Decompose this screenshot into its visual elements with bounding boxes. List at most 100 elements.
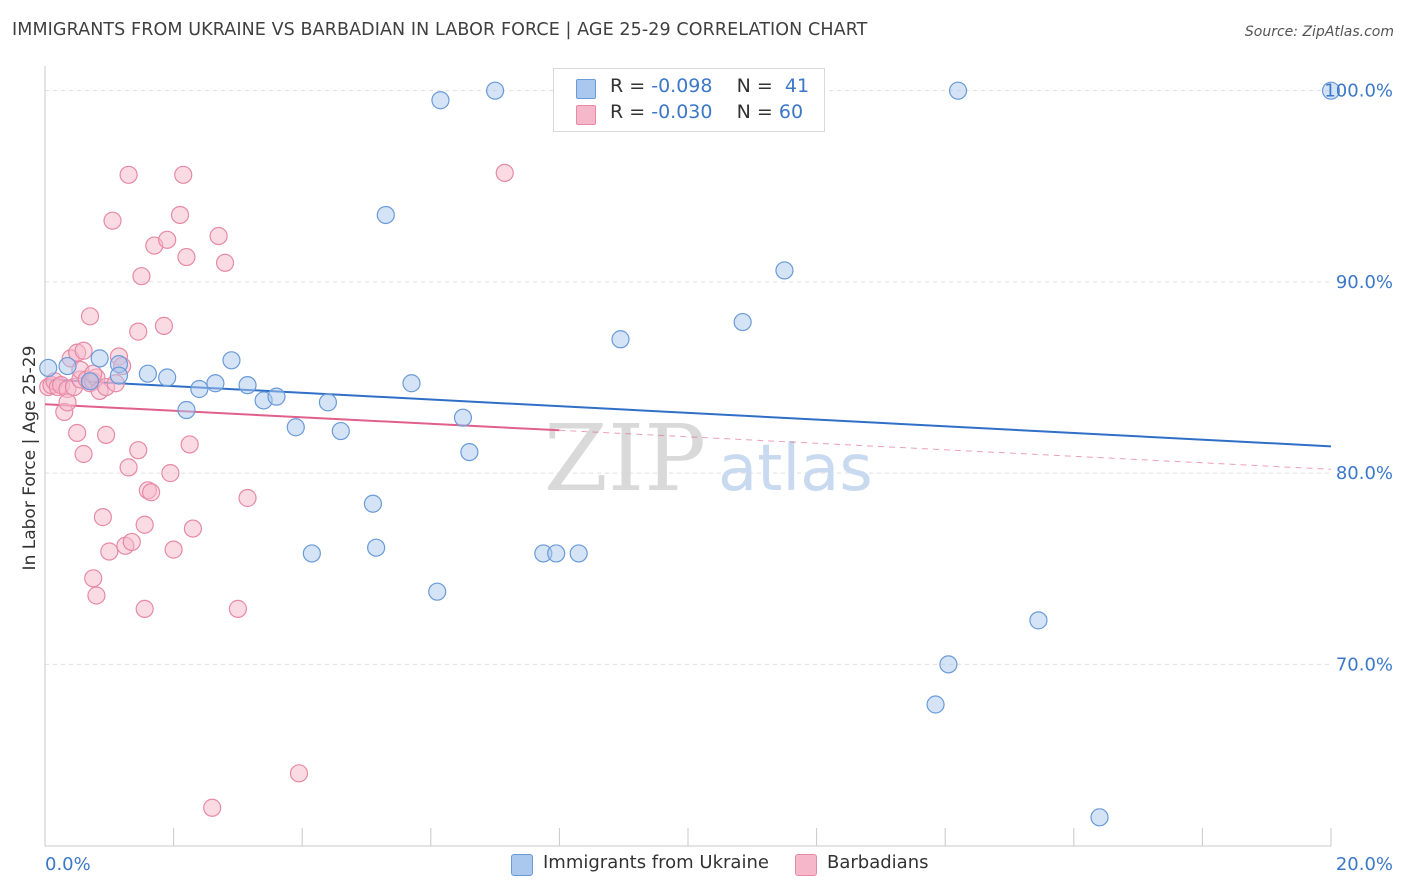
data-point-blue	[302, 544, 321, 563]
data-point-pink	[58, 393, 77, 412]
y-tick-label: 90.0%	[1336, 272, 1393, 293]
data-point-blue	[547, 544, 566, 563]
data-point-pink	[180, 435, 199, 454]
legend-r-label: R =	[610, 101, 646, 123]
data-point-pink	[161, 464, 180, 483]
data-point-pink	[289, 764, 309, 783]
data-point-pink	[174, 165, 193, 184]
watermark: ZIP atlas	[544, 405, 873, 512]
legend-label: Barbadians	[827, 852, 929, 873]
data-point-pink	[100, 542, 119, 561]
data-point-pink	[183, 519, 202, 538]
data-point-blue	[177, 400, 196, 420]
data-point-pink	[74, 341, 93, 360]
data-point-blue	[158, 368, 177, 387]
data-point-pink	[215, 253, 235, 272]
legend-r-label: R =	[610, 75, 646, 97]
legend-swatch-blue	[576, 79, 596, 99]
data-point-pink	[74, 444, 93, 464]
legend-label: Immigrants from Ukraine	[543, 852, 769, 873]
legend-r-value: -0.030	[651, 101, 713, 123]
data-point-pink	[177, 247, 196, 267]
data-point-blue	[367, 538, 386, 557]
chart-title: IMMIGRANTS FROM UKRAINE VS BARBADIAN IN …	[12, 20, 868, 40]
data-point-blue	[1090, 808, 1109, 827]
data-point-pink	[141, 483, 161, 502]
data-point-pink	[129, 322, 148, 341]
data-point-pink	[122, 532, 141, 552]
grid-lines	[45, 90, 1331, 665]
data-point-blue	[948, 81, 968, 100]
data-point-blue	[376, 205, 395, 225]
data-point-blue	[775, 261, 794, 280]
data-point-blue	[428, 582, 447, 601]
tick-labels: 100.0% 90.0% 80.0% 70.0% 0.0% 20.0%	[45, 81, 1393, 875]
data-point-blue	[939, 655, 958, 674]
data-point-pink	[238, 488, 257, 508]
data-point-blue	[80, 372, 100, 391]
y-tick-label: 70.0%	[1336, 654, 1393, 675]
y-axis-label: In Labor Force | Age 25-29	[20, 346, 40, 571]
data-point-blue	[1029, 611, 1048, 630]
legend-n-label: N =	[736, 75, 773, 97]
data-point-blue	[206, 374, 225, 393]
data-point-blue	[926, 695, 945, 714]
data-point-pink	[170, 205, 190, 225]
legend-swatch-pink	[795, 854, 817, 876]
trend-line-pink	[44, 403, 560, 432]
data-point-blue	[58, 356, 77, 376]
watermark-atlas: atlas	[718, 432, 873, 506]
data-point-pink	[158, 230, 177, 249]
data-point-blue	[267, 387, 286, 406]
legend-n-label: N =	[736, 101, 773, 123]
data-point-pink	[84, 569, 103, 588]
legend-n-value: 60	[778, 101, 804, 123]
axes	[44, 66, 1332, 847]
data-point-blue	[286, 418, 305, 437]
data-point-blue	[318, 393, 338, 412]
data-point-pink	[495, 163, 514, 183]
data-point-pink	[119, 165, 138, 184]
data-point-pink	[228, 599, 247, 618]
y-tick-label: 80.0%	[1336, 463, 1393, 484]
x-tick-label: 0.0%	[45, 854, 91, 875]
y-tick-label: 100.0%	[1324, 81, 1393, 102]
data-point-blue	[402, 374, 421, 393]
data-point-pink	[96, 425, 116, 444]
data-point-pink	[132, 267, 151, 286]
data-point-pink	[203, 798, 222, 817]
data-point-blue	[453, 408, 473, 427]
data-point-blue	[460, 442, 479, 462]
data-point-blue	[90, 349, 109, 368]
data-point-blue	[190, 379, 209, 399]
stats-legend: R = -0.098 N = 41 R = -0.030 N = 60	[553, 68, 825, 132]
source-credit: Source: ZipAtlas.com	[1244, 24, 1394, 40]
data-point-blue	[39, 358, 58, 378]
legend-swatch-pink	[576, 105, 596, 125]
data-point-pink	[93, 508, 112, 527]
legend-r-value: -0.098	[651, 75, 713, 97]
data-point-blue	[363, 494, 383, 513]
trend-line-blue	[44, 378, 1332, 448]
data-point-blue	[611, 330, 630, 349]
legend-swatch-blue	[511, 854, 533, 876]
data-point-blue	[431, 91, 450, 110]
data-point-blue	[109, 366, 129, 385]
data-point-blue	[1321, 81, 1341, 100]
data-points	[39, 81, 1341, 827]
trend-line-extension-pink	[559, 429, 1332, 470]
data-point-pink	[119, 458, 138, 477]
data-point-blue	[486, 81, 505, 100]
data-point-pink	[209, 226, 228, 246]
watermark-zip: ZIP	[544, 405, 706, 512]
data-point-pink	[135, 599, 154, 618]
data-point-pink	[164, 540, 183, 559]
data-point-blue	[569, 544, 588, 563]
data-point-pink	[80, 307, 100, 326]
legend-n-value: 41	[784, 75, 810, 97]
data-point-blue	[138, 364, 157, 383]
data-point-blue	[733, 312, 752, 332]
data-point-blue	[238, 376, 257, 395]
data-point-blue	[222, 351, 241, 370]
